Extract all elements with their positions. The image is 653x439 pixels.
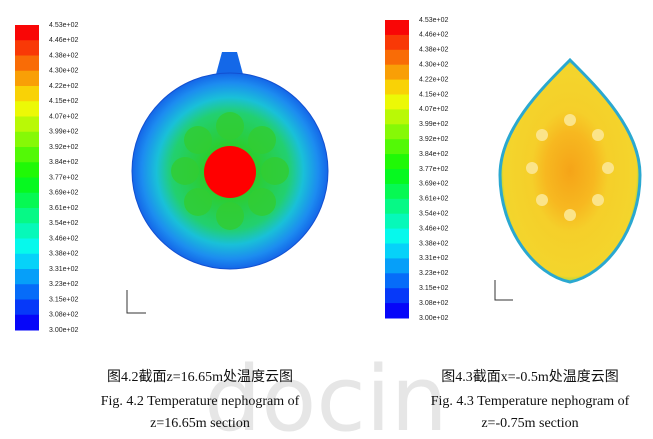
watermark: docin [204, 347, 448, 434]
colorbar-segment [385, 288, 409, 304]
colorbar-segment [385, 243, 409, 259]
colorbar-label: 3.54e+02 [419, 211, 448, 218]
colorbar-segment [385, 79, 409, 95]
colorbar-segment [15, 177, 39, 194]
colorbar-label: 4.15e+02 [419, 91, 448, 98]
colorbar-segment [15, 299, 39, 316]
colorbar-label: 3.69e+02 [49, 190, 78, 197]
caption-en: Fig. 4.2 Temperature nephogram of [101, 394, 300, 409]
colorbar-label: 3.92e+02 [419, 136, 448, 143]
colorbar-label: 3.77e+02 [419, 166, 448, 173]
colorbar-segment [385, 273, 409, 289]
colorbar-segment [385, 154, 409, 170]
colorbar-segment [15, 269, 39, 285]
colorbar-segment [385, 213, 409, 230]
colorbar-segment [385, 49, 409, 66]
colorbar-label: 3.77e+02 [49, 174, 78, 181]
colorbar-label: 4.30e+02 [419, 62, 448, 69]
axis-icon [126, 290, 146, 314]
colorbar-label: 4.46e+02 [49, 37, 78, 44]
colorbar-label: 3.92e+02 [49, 144, 78, 151]
colorbar-segment [15, 223, 39, 239]
colorbar-label: 4.38e+02 [49, 52, 78, 59]
colorbar-segment [385, 228, 409, 244]
colorbar-label: 4.22e+02 [419, 76, 448, 83]
colorbar-label: 3.84e+02 [419, 151, 448, 158]
colorbar-label: 3.08e+02 [49, 312, 78, 319]
colorbar-segment [385, 124, 409, 140]
colorbar-segment [15, 147, 39, 163]
colorbar-segment [385, 303, 409, 319]
colorbar-label: 3.15e+02 [419, 285, 448, 292]
colorbar-segment [385, 198, 409, 215]
hot-core [204, 146, 256, 198]
caption-cn: 图4.3截面x=-0.5m处温度云图 [441, 369, 618, 385]
colorbar-label: 3.99e+02 [419, 121, 448, 128]
colorbar-label: 4.30e+02 [49, 68, 78, 75]
colorbar-segment [385, 258, 409, 274]
colorbar-label: 3.61e+02 [419, 196, 448, 203]
colorbar-label: 4.53e+02 [419, 17, 448, 24]
figure-left [126, 52, 329, 314]
colorbar-segment [385, 109, 409, 125]
colorbar-label: 3.08e+02 [419, 300, 448, 307]
axis-icon [494, 280, 513, 301]
caption-cn: 图4.2截面z=16.65m处温度云图 [107, 369, 293, 385]
colorbar-segment [15, 284, 39, 300]
colorbar-segment [385, 20, 409, 36]
colorbar-label: 4.22e+02 [49, 83, 78, 90]
colorbar-label: 3.54e+02 [49, 220, 78, 227]
colorbar-label: 3.46e+02 [49, 235, 78, 242]
colorbar-segment [385, 64, 409, 81]
colorbar-segment [385, 139, 409, 155]
colorbar-segment [385, 94, 409, 110]
tube-ring [526, 114, 614, 221]
nozzle [215, 52, 244, 78]
colorbar-segment [15, 162, 39, 178]
colorbar-label: 3.46e+02 [419, 225, 448, 232]
colorbar-segment [15, 25, 39, 41]
caption-en: Fig. 4.3 Temperature nephogram of [431, 394, 630, 409]
colorbar-segment [15, 70, 39, 87]
colorbar-segment [385, 183, 409, 200]
colorbar-label: 3.00e+02 [419, 315, 448, 322]
colorbar-label: 3.23e+02 [419, 270, 448, 277]
colorbar-label: 4.07e+02 [49, 113, 78, 120]
contour-section [498, 57, 642, 284]
colorbar-label: 3.00e+02 [49, 327, 78, 334]
colorbar-segment [15, 238, 39, 255]
colorbar-segment [385, 34, 409, 51]
caption-en: z=-0.75m section [481, 416, 578, 431]
colorbar-segment [15, 55, 39, 72]
colorbar-segment [15, 208, 39, 224]
colorbar-segment [385, 169, 409, 185]
colorbar-segment [15, 314, 39, 331]
colorbar-label: 4.53e+02 [49, 22, 78, 29]
colorbar-label: 4.46e+02 [419, 32, 448, 39]
colorbar-label: 4.15e+02 [49, 98, 78, 105]
colorbar-segment [15, 116, 39, 133]
colorbar-label: 3.38e+02 [49, 251, 78, 258]
tube-ring [171, 112, 289, 230]
colorbar-segment [15, 101, 39, 117]
colorbar-label: 3.23e+02 [49, 281, 78, 288]
colorbar-label: 4.07e+02 [419, 106, 448, 113]
colorbar-segment [15, 40, 39, 56]
figure-right [494, 57, 642, 301]
caption-en: z=16.65m section [150, 416, 250, 431]
colorbar-segment [15, 192, 39, 209]
colorbar-label: 3.31e+02 [419, 255, 448, 262]
colorbar-label: 3.99e+02 [49, 129, 78, 136]
colorbar-segment [15, 131, 39, 148]
colorbar-label: 3.84e+02 [49, 159, 78, 166]
colorbar-segment [15, 86, 39, 102]
colorbar-label: 3.69e+02 [419, 181, 448, 188]
colorbar-label: 3.15e+02 [49, 296, 78, 303]
colorbar-label: 3.31e+02 [49, 266, 78, 273]
colorbar-label: 3.61e+02 [49, 205, 78, 212]
colorbar-label: 3.38e+02 [419, 240, 448, 247]
colorbar-label: 4.38e+02 [419, 47, 448, 54]
colorbar-segment [15, 253, 39, 270]
